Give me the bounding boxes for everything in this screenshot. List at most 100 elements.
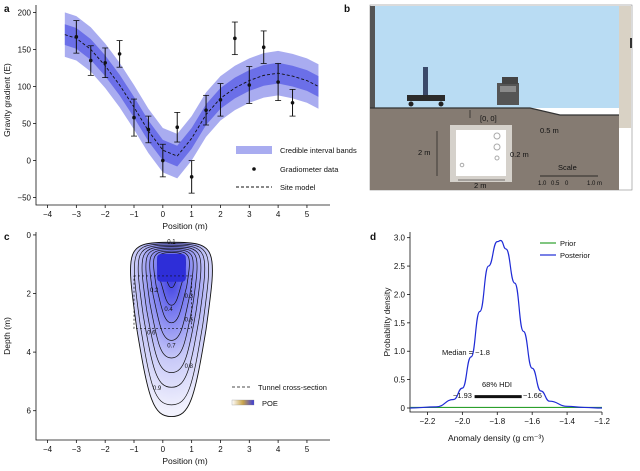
hdi-low-label: −1.93 bbox=[453, 391, 472, 400]
cart-wheel-right bbox=[438, 101, 444, 107]
poe-peak bbox=[157, 253, 186, 282]
dim-0-2m: 0.2 m bbox=[510, 150, 529, 159]
x-tick-label: −1 bbox=[129, 210, 139, 219]
contour-label: 0.4 bbox=[164, 307, 173, 313]
density-curves bbox=[409, 239, 603, 409]
x-tick-label: 5 bbox=[305, 445, 310, 454]
gradiometer-cart bbox=[407, 95, 445, 101]
data-point bbox=[117, 52, 122, 56]
x-tick-label: −1.8 bbox=[489, 417, 505, 426]
poe-contours bbox=[130, 241, 213, 418]
panel-c: c 0.1 0.2 0.3 0.4 0.5 0.6 0.7 0.8 0.9 −4 −3 −2 −1 0 1… bbox=[2, 231, 330, 466]
legend-poe-bar bbox=[231, 399, 255, 406]
y-tick-label: 0 bbox=[27, 231, 32, 240]
scale-tick-1: 1.0 bbox=[538, 181, 547, 187]
origin-label: [0, 0] bbox=[480, 114, 497, 123]
x-tick-label: 4 bbox=[276, 445, 281, 454]
rack-top bbox=[502, 77, 518, 84]
panel-d: d −2.2 −2.0 −1.8 −1.6 −1.4 −1.2 0 0.5 1.0 1.5 2.0… bbox=[370, 232, 610, 443]
contour-label: 0.1 bbox=[167, 240, 176, 246]
contour-label: 0.6 bbox=[147, 331, 156, 337]
legend-bands-label: Credible interval bands bbox=[280, 146, 357, 155]
data-point bbox=[233, 36, 237, 41]
x-tick-label: −2 bbox=[101, 445, 111, 454]
x-tick-label: 0 bbox=[161, 210, 166, 219]
data-point bbox=[247, 83, 252, 87]
data-point bbox=[146, 127, 151, 132]
hdi-high-label: −1.66 bbox=[523, 391, 542, 400]
poe-contour bbox=[149, 249, 194, 341]
panel-b: b [0, 0] 0.5 m 2 m 2 m 0.2 m Scale bbox=[344, 4, 633, 191]
legend-tunnel-label: Tunnel cross-section bbox=[258, 383, 327, 392]
contour-label: 0.8 bbox=[185, 364, 194, 370]
legend-data-marker bbox=[252, 167, 256, 171]
scale-tick-4: 1.0 m bbox=[587, 181, 602, 187]
scale-tick-2: 0.5 bbox=[551, 181, 560, 187]
cart-wheel-left bbox=[408, 101, 414, 107]
tunnel-interior bbox=[456, 130, 506, 176]
panel-a-axes bbox=[35, 5, 330, 206]
y-tick-label: 1.0 bbox=[394, 347, 406, 356]
y-tick-label: 6 bbox=[27, 407, 32, 416]
poe-contour bbox=[145, 247, 198, 359]
panel-d-letter: d bbox=[370, 232, 376, 243]
poe-contour bbox=[141, 246, 202, 373]
panel-a-xlabel: Position (m) bbox=[162, 221, 208, 231]
dim-2m-horizontal: 2 m bbox=[474, 181, 487, 190]
y-tick-label: 0 bbox=[27, 157, 32, 166]
ground-surface bbox=[370, 107, 619, 116]
poe-outer-contour bbox=[130, 241, 213, 418]
contour-label: 0.2 bbox=[150, 288, 159, 294]
legend-model-label: Site model bbox=[280, 183, 316, 192]
data-point bbox=[276, 80, 280, 84]
legend-prior-label: Prior bbox=[560, 239, 576, 248]
x-tick-label: −2 bbox=[101, 210, 111, 219]
y-tick-label: 200 bbox=[18, 8, 32, 17]
x-tick-label: −2.2 bbox=[420, 417, 436, 426]
panel-a-letter: a bbox=[4, 4, 10, 15]
tunnel-cross-section bbox=[133, 275, 192, 330]
y-tick-label: 150 bbox=[18, 45, 32, 54]
contour-labels: 0.1 0.2 0.3 0.4 0.5 0.6 0.7 0.8 0.9 bbox=[147, 240, 193, 392]
y-tick-label: 2.5 bbox=[394, 262, 406, 271]
x-tick-label: −2.0 bbox=[454, 417, 470, 426]
panel-d-y-ticks: 0 0.5 1.0 1.5 2.0 2.5 3.0 bbox=[394, 234, 410, 413]
left-wall bbox=[370, 6, 375, 108]
data-point bbox=[175, 125, 180, 130]
x-tick-label: 3 bbox=[247, 445, 252, 454]
panel-d-ylabel: Probability density bbox=[382, 287, 392, 357]
y-tick-label: −50 bbox=[17, 194, 31, 203]
y-tick-label: 2.0 bbox=[394, 290, 406, 299]
poe-contour bbox=[153, 250, 190, 324]
contour-label: 0.7 bbox=[167, 344, 176, 350]
data-point bbox=[132, 115, 136, 120]
y-tick-label: 3.0 bbox=[394, 234, 406, 243]
median-label: Median = −1.8 bbox=[442, 348, 490, 357]
panel-a: a −4 −3 −2 −1 0 1 2 3 4 5 −50 0 50 100 150 200 Positio… bbox=[2, 4, 357, 231]
rack-panel bbox=[500, 86, 516, 92]
x-tick-label: −1 bbox=[129, 445, 139, 454]
scale-title: Scale bbox=[558, 163, 577, 172]
x-tick-label: 3 bbox=[247, 210, 252, 219]
data-point bbox=[161, 158, 165, 163]
gradiometer-column bbox=[423, 67, 428, 97]
x-tick-label: 0 bbox=[161, 445, 166, 454]
panel-c-axes bbox=[35, 232, 330, 441]
x-tick-label: −3 bbox=[72, 210, 82, 219]
panel-c-ylabel: Depth (m) bbox=[2, 317, 12, 355]
pipe-1 bbox=[493, 132, 501, 140]
panel-a-ylabel: Gravity gradient (E) bbox=[2, 63, 12, 137]
panel-d-axes bbox=[409, 232, 602, 413]
panel-c-y-ticks: 0 2 4 6 bbox=[27, 231, 36, 416]
scale-tick-3: 0 bbox=[565, 181, 569, 187]
legend-band-swatch bbox=[236, 146, 272, 154]
x-tick-label: −4 bbox=[43, 445, 53, 454]
y-tick-label: 4 bbox=[27, 348, 32, 357]
x-tick-label: −4 bbox=[43, 210, 53, 219]
contour-label: 0.3 bbox=[185, 294, 194, 300]
x-tick-label: 1 bbox=[189, 210, 194, 219]
legend-poe-label: POE bbox=[262, 399, 278, 408]
panel-c-x-ticks: −4 −3 −2 −1 0 1 2 3 4 5 bbox=[43, 440, 310, 454]
hdi-title: 68% HDI bbox=[482, 380, 512, 389]
